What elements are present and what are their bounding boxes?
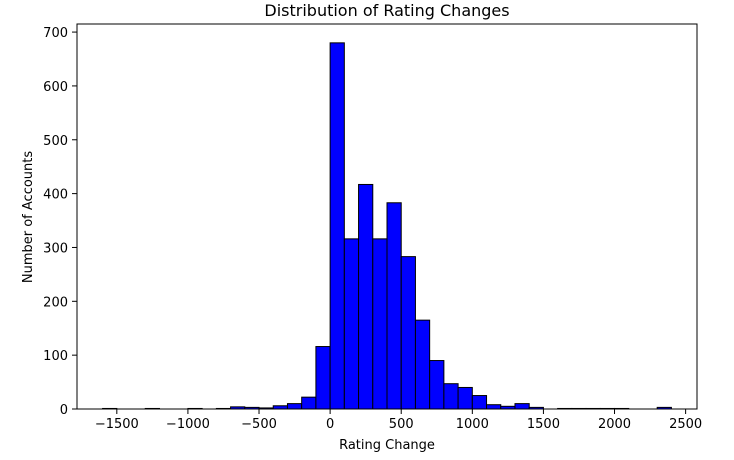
x-tick-label: −1000 (166, 417, 210, 432)
histogram-bar (315, 346, 331, 410)
y-tick-label: 400 (43, 188, 68, 203)
x-tick-label: 1500 (527, 417, 560, 432)
histogram-bar (486, 404, 502, 410)
y-tick-label: 700 (43, 26, 68, 41)
histogram-bar (457, 386, 473, 410)
x-axis-ticks: −1500 −1000 −500 0 500 1000 1500 2000 2500 (95, 409, 702, 432)
histogram-bar (429, 360, 445, 410)
y-tick-label: 200 (43, 295, 68, 310)
histogram-bar (286, 403, 303, 410)
histogram-bar (372, 238, 388, 410)
y-axis-ticks: 0 100 200 300 400 500 600 700 (43, 26, 77, 418)
plot-frame (76, 23, 698, 410)
y-tick-label: 600 (43, 80, 68, 95)
x-axis-label: Rating Change (339, 438, 435, 453)
x-tick-label: −500 (241, 417, 277, 432)
y-tick-label: 100 (43, 349, 68, 364)
histogram-bar (386, 202, 402, 410)
histogram-bar (443, 383, 459, 410)
x-tick-label: 500 (389, 417, 414, 432)
histogram-bar (301, 396, 317, 410)
x-tick-label: 2500 (669, 417, 702, 432)
histogram-bars (102, 42, 672, 410)
histogram-bar (514, 403, 530, 410)
y-axis-label: Number of Accounts (21, 151, 36, 284)
y-tick-label: 300 (43, 241, 68, 256)
x-tick-label: −1500 (95, 417, 139, 432)
chart-title: Distribution of Rating Changes (264, 1, 509, 20)
histogram-bar (358, 183, 374, 410)
histogram-bar (329, 42, 345, 410)
histogram-bar (400, 256, 416, 410)
x-tick-label: 1000 (456, 417, 489, 432)
y-tick-label: 0 (60, 403, 68, 418)
x-tick-label: 0 (326, 417, 334, 432)
histogram-bar (471, 395, 488, 410)
x-tick-label: 2000 (598, 417, 631, 432)
histogram-bar (414, 319, 431, 410)
histogram-bar (343, 238, 360, 410)
y-tick-label: 500 (43, 134, 68, 149)
